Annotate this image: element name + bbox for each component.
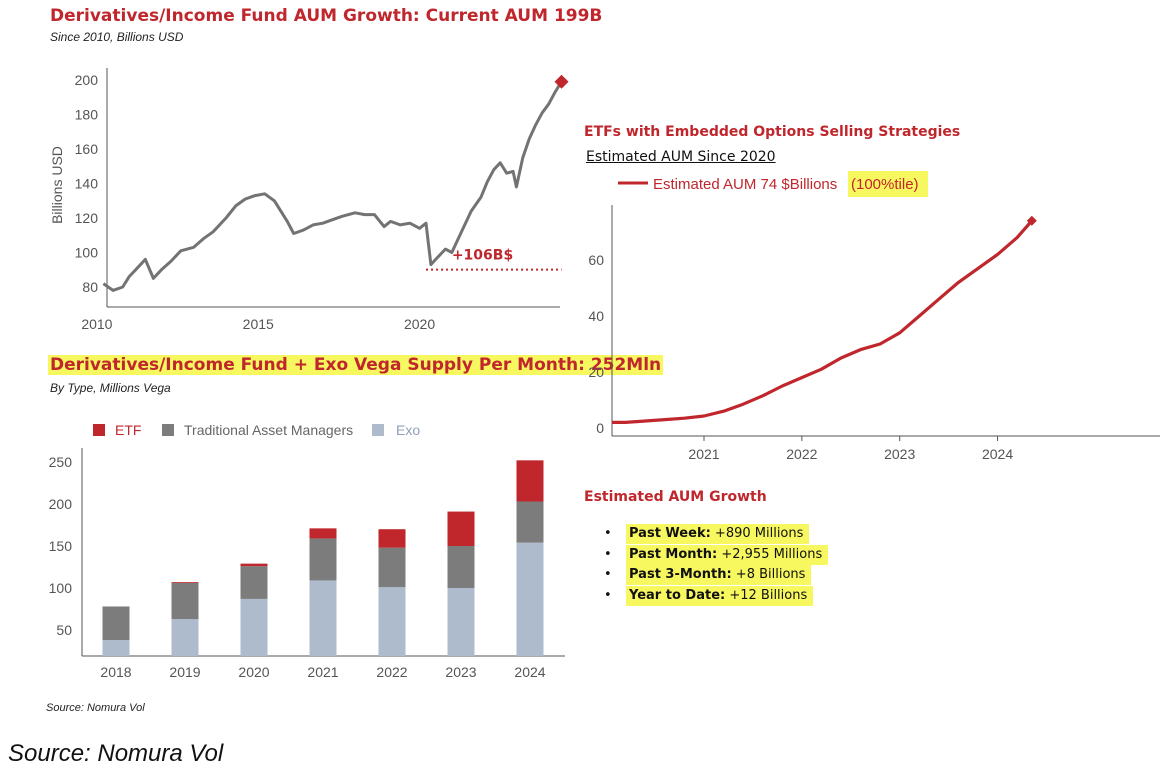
bar-segment-exo (447, 588, 475, 656)
chart3-y-tick-label: 60 (588, 252, 604, 268)
list-item: • Past Month: +2,955 Millions (604, 544, 829, 566)
chart3-end-marker (1026, 215, 1037, 226)
bar-segment-traditional (309, 538, 337, 581)
chart2-x-tick-label: 2024 (514, 664, 545, 680)
growth-value: +8 Billions (731, 567, 806, 582)
growth-value: +2,955 Millions (717, 546, 823, 562)
legend-etf-label: ETF (115, 422, 141, 438)
chart2-x-tick-label: 2019 (169, 664, 200, 680)
chart1-y-tick-label: 80 (82, 279, 98, 295)
chart2-y-tick-label: 50 (56, 622, 72, 638)
legend-tam-swatch (162, 424, 174, 436)
chart1-y-tick-label: 140 (75, 176, 99, 192)
chart3-x-tick-label: 2024 (982, 446, 1013, 462)
bar-segment-traditional (240, 566, 268, 599)
vega-supply-title: Derivatives/Income Fund + Exo Vega Suppl… (48, 355, 664, 375)
bar-segment-etf (378, 529, 406, 548)
chart3-legend-label: Estimated AUM 74 $Billions (653, 176, 837, 193)
bullet-icon: • (604, 567, 612, 582)
chart1-x-tick-label: 2010 (81, 316, 112, 332)
chart2-x-tick-label: 2018 (100, 664, 131, 680)
chart3-aum-series-line (612, 219, 1034, 424)
source-note-small: Source: Nomura Vol (46, 702, 145, 714)
chart2-x-tick-label: 2022 (376, 664, 407, 680)
legend-tam-label: Traditional Asset Managers (184, 422, 353, 438)
growth-value: +12 Billions (725, 587, 808, 603)
list-item: • Past 3-Month: +8 Billions (604, 565, 828, 586)
chart3-legend-percentile: (100%tile) (851, 176, 919, 193)
bullet-icon: • (604, 546, 612, 562)
etf-options-title: ETFs with Embedded Options Selling Strat… (584, 124, 961, 140)
chart2-x-tick-label: 2023 (445, 664, 476, 680)
aum-growth-title: Derivatives/Income Fund AUM Growth: Curr… (50, 6, 603, 26)
bar-segment-traditional (102, 606, 130, 641)
bar-segment-exo (171, 619, 199, 656)
list-item: • Year to Date: +12 Billions (604, 585, 828, 607)
chart1-x-tick-label: 2020 (404, 316, 435, 332)
bar-segment-traditional (378, 547, 406, 588)
bar-segment-traditional (516, 501, 544, 543)
growth-label: Past Week: (629, 526, 711, 541)
chart3-y-tick-label: 0 (596, 420, 604, 436)
chart2-y-tick-label: 150 (49, 538, 73, 554)
chart1-increase-annotation: +106B$ (452, 248, 513, 264)
chart3-legend-highlight (848, 171, 928, 197)
bar-segment-etf (240, 563, 268, 567)
bar-segment-exo (309, 580, 337, 656)
chart1-y-tick-label: 100 (75, 245, 99, 261)
bar-segment-etf (309, 528, 337, 539)
etf-options-subtitle: Estimated AUM Since 2020 (586, 149, 776, 165)
svg-text:Estimated AUM 74 $Billions: Estimated AUM 74 $Billions (653, 176, 837, 193)
chart2-y-tick-label: 100 (49, 580, 73, 596)
chart3-y-tick-label: 40 (588, 308, 604, 324)
chart3-y-tick-label: 20 (588, 364, 604, 380)
growth-label: Past 3-Month: (629, 567, 732, 582)
bar-segment-etf (171, 582, 199, 583)
growth-label: Past Month: (629, 546, 718, 562)
legend-etf-swatch (93, 424, 105, 436)
growth-title: Estimated AUM Growth (584, 489, 767, 505)
chart1-y-tick-label: 180 (75, 107, 99, 123)
growth-list: • Past Week: +890 Millions • Past Month: +… (604, 524, 829, 607)
aum-growth-subtitle: Since 2010, Billions USD (50, 30, 184, 44)
chart1-y-tick-label: 160 (75, 141, 99, 157)
chart2-y-tick-label: 250 (49, 454, 73, 470)
chart2-y-tick-label: 200 (49, 496, 73, 512)
bullet-icon: • (604, 526, 612, 541)
bar-segment-exo (102, 640, 130, 656)
bar-segment-exo (378, 587, 406, 656)
chart1-y-tick-label: 200 (75, 72, 99, 88)
growth-label: Year to Date: (629, 587, 726, 603)
chart1-y-axis-label: Billions USD (49, 146, 65, 224)
chart3-x-tick-label: 2022 (786, 446, 817, 462)
chart1-x-tick-label: 2015 (243, 316, 274, 332)
bar-segment-etf (516, 460, 544, 502)
bar-segment-traditional (447, 546, 475, 588)
chart3-x-tick-label: 2023 (884, 446, 915, 462)
list-item: • Past Week: +890 Millions (604, 524, 828, 545)
legend-exo-label: Exo (396, 422, 420, 438)
chart3-legend: Estimated AUM 74 $Billions (618, 176, 837, 193)
chart1-y-tick-label: 120 (75, 210, 99, 226)
chart1-aum-series-line (102, 80, 563, 292)
legend-exo-swatch (372, 424, 384, 436)
bar-segment-exo (516, 542, 544, 656)
source-note: Source: Nomura Vol (8, 740, 224, 767)
vega-supply-subtitle: By Type, Millions Vega (50, 381, 171, 395)
bar-segment-traditional (171, 582, 199, 620)
chart3-x-tick-label: 2021 (688, 446, 719, 462)
bar-segment-exo (240, 598, 268, 656)
bar-segment-etf (447, 511, 475, 546)
chart2-x-tick-label: 2021 (307, 664, 338, 680)
bullet-icon: • (604, 587, 612, 603)
chart2-legend: ETF Traditional Asset Managers Exo (93, 422, 420, 438)
growth-value: +890 Millions (710, 526, 804, 541)
chart2-x-tick-label: 2020 (238, 664, 269, 680)
chart1-end-marker (554, 74, 569, 89)
